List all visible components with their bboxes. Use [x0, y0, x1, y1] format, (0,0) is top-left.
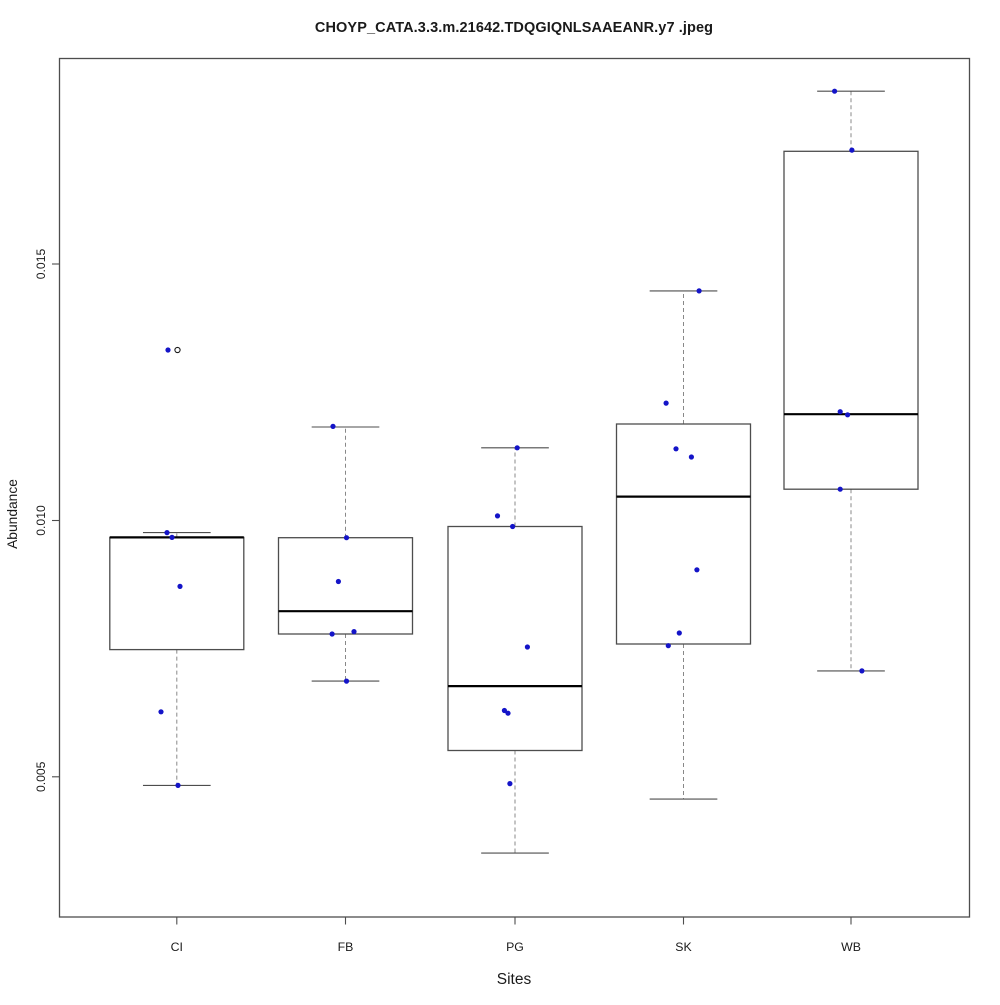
svg-text:Sites: Sites [497, 971, 532, 988]
svg-text:CI: CI [171, 940, 183, 954]
svg-text:SK: SK [675, 940, 692, 954]
svg-text:0.005: 0.005 [34, 761, 48, 792]
svg-text:0.010: 0.010 [34, 505, 48, 536]
svg-text:CHOYP_CATA.3.3.m.21642.TDQGIQN: CHOYP_CATA.3.3.m.21642.TDQGIQNLSAAEANR.y… [315, 20, 713, 36]
svg-text:WB: WB [841, 940, 861, 954]
svg-text:0.015: 0.015 [34, 249, 48, 280]
svg-text:Abundance: Abundance [5, 479, 20, 549]
svg-text:PG: PG [506, 940, 524, 954]
svg-text:FB: FB [338, 940, 354, 954]
